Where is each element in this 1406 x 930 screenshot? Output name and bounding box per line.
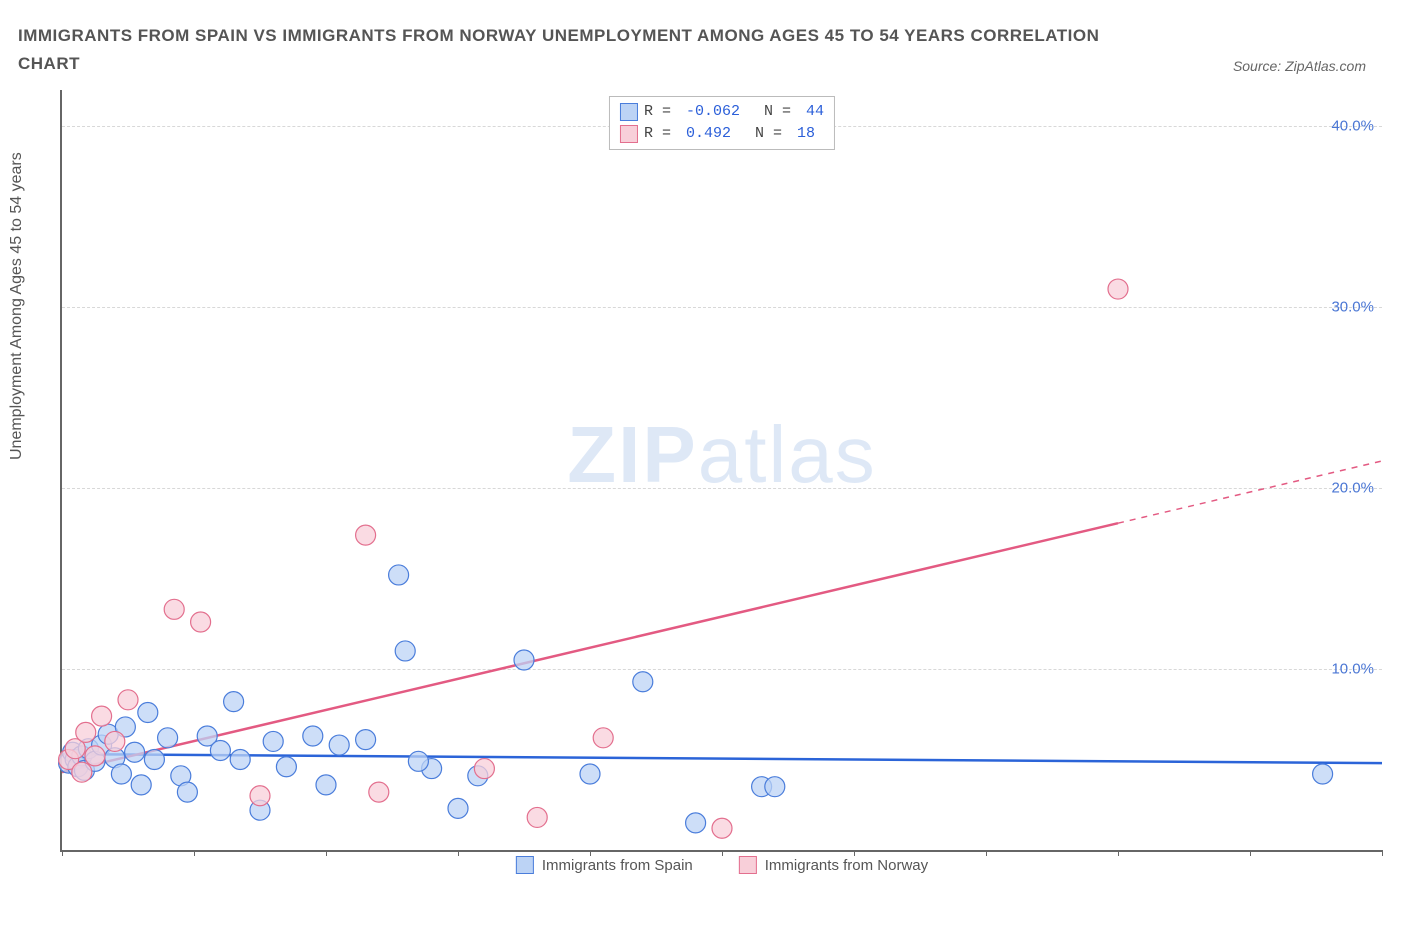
x-tick-mark <box>194 850 195 856</box>
legend-item-norway: Immigrants from Norway <box>739 856 928 874</box>
y-axis-label: Unemployment Among Ages 45 to 54 years <box>8 152 26 460</box>
legend-label-spain: Immigrants from Spain <box>542 857 693 874</box>
scatter-point <box>316 775 336 795</box>
scatter-point <box>158 728 178 748</box>
scatter-point <box>276 757 296 777</box>
scatter-point <box>105 731 125 751</box>
scatter-point <box>85 746 105 766</box>
scatter-point <box>395 641 415 661</box>
scatter-point <box>329 735 349 755</box>
scatter-point <box>356 730 376 750</box>
scatter-point <box>1313 764 1333 784</box>
scatter-point <box>686 813 706 833</box>
scatter-point <box>210 740 230 760</box>
scatter-point <box>527 807 547 827</box>
scatter-point <box>250 786 270 806</box>
scatter-point <box>72 762 92 782</box>
scatter-point <box>408 751 428 771</box>
scatter-point <box>765 777 785 797</box>
scatter-point <box>633 672 653 692</box>
chart-title: IMMIGRANTS FROM SPAIN VS IMMIGRANTS FROM… <box>18 22 1118 78</box>
scatter-point <box>448 798 468 818</box>
scatter-point <box>356 525 376 545</box>
scatter-point <box>144 750 164 770</box>
scatter-point <box>111 764 131 784</box>
scatter-point <box>1108 279 1128 299</box>
x-tick-mark <box>62 850 63 856</box>
legend-item-spain: Immigrants from Spain <box>516 856 693 874</box>
x-tick-mark <box>986 850 987 856</box>
scatter-point <box>303 726 323 746</box>
series-legend: Immigrants from Spain Immigrants from No… <box>516 856 928 874</box>
legend-swatch-norway <box>739 856 757 874</box>
scatter-point <box>369 782 389 802</box>
scatter-point <box>76 722 96 742</box>
legend-swatch-spain <box>516 856 534 874</box>
scatter-point <box>514 650 534 670</box>
scatter-point <box>118 690 138 710</box>
scatter-point <box>177 782 197 802</box>
x-tick-mark <box>458 850 459 856</box>
scatter-point <box>191 612 211 632</box>
x-tick-mark <box>1118 850 1119 856</box>
scatter-point <box>580 764 600 784</box>
x-tick-mark <box>1250 850 1251 856</box>
scatter-point <box>389 565 409 585</box>
legend-label-norway: Immigrants from Norway <box>765 857 928 874</box>
scatter-point <box>593 728 613 748</box>
source-caption: Source: ZipAtlas.com <box>1233 58 1366 74</box>
scatter-point <box>712 818 732 838</box>
scatter-point <box>125 742 145 762</box>
scatter-point <box>474 759 494 779</box>
scatter-point <box>164 599 184 619</box>
scatter-point <box>92 706 112 726</box>
x-tick-mark <box>326 850 327 856</box>
scatter-point <box>131 775 151 795</box>
scatter-point <box>263 731 283 751</box>
plot-area: ZIPatlas 10.0%20.0%30.0%40.0% R = -0.062… <box>60 90 1382 852</box>
scatter-point <box>138 702 158 722</box>
x-tick-mark <box>1382 850 1383 856</box>
scatter-point <box>230 750 250 770</box>
scatter-points-layer <box>62 90 1382 850</box>
scatter-point <box>224 692 244 712</box>
